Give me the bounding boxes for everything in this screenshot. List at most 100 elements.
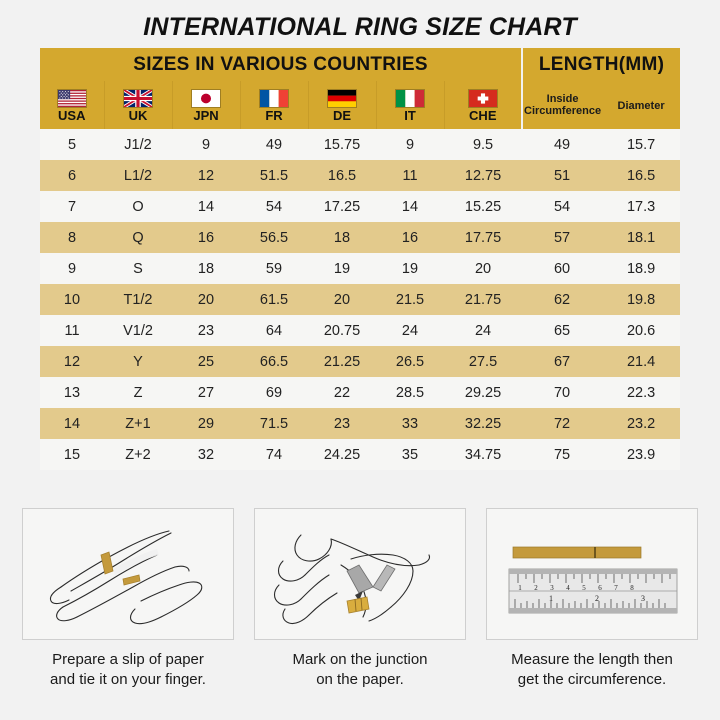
cell-jpn: 25 [172, 346, 240, 377]
cell-fr: 69 [240, 377, 308, 408]
cell-circumference: 67 [522, 346, 603, 377]
caption-line-2: and tie it on your finger. [50, 671, 206, 688]
cell-de: 21.25 [308, 346, 376, 377]
cell-usa: 7 [40, 191, 104, 222]
cell-che: 15.25 [444, 191, 523, 222]
cell-che: 20 [444, 253, 523, 284]
column-header-fr: FR [240, 81, 309, 129]
instruction-step-2: Mark on the junction on the paper. [253, 508, 467, 690]
cell-jpn: 14 [172, 191, 240, 222]
cell-de: 18 [308, 222, 376, 253]
caption-line-2: get the circumference. [517, 671, 667, 688]
cell-it: 9 [376, 129, 444, 160]
table-row: 8 Q 16 56.5 18 16 17.75 57 18.1 [40, 222, 681, 253]
cell-che: 24 [444, 315, 523, 346]
cell-usa: 8 [40, 222, 104, 253]
cell-diameter: 19.8 [602, 284, 681, 315]
cell-jpn: 20 [172, 284, 240, 315]
flag-germany-icon [327, 88, 357, 108]
cell-circumference: 51 [522, 160, 603, 191]
cell-diameter: 18.9 [602, 253, 681, 284]
cell-diameter: 23.9 [602, 439, 681, 470]
cell-diameter: 15.7 [602, 129, 681, 160]
cell-uk: O [104, 191, 172, 222]
cell-uk: Z+2 [104, 439, 172, 470]
diameter-label: Diameter [617, 100, 665, 112]
table-row: 10 T1/2 20 61.5 20 21.5 21.75 62 19.8 [40, 284, 681, 315]
column-header-uk: UK [104, 81, 173, 129]
cell-usa: 11 [40, 315, 104, 346]
cell-jpn: 27 [172, 377, 240, 408]
cell-usa: 6 [40, 160, 104, 191]
circumference-label-line1: Inside [546, 93, 579, 105]
hand-with-paper-strip-illustration [22, 508, 234, 640]
cell-fr: 61.5 [240, 284, 308, 315]
column-label-jpn: JPN [193, 107, 219, 123]
ring-size-table: SIZES IN VARIOUS COUNTRIES LENGTH(MM) [40, 48, 681, 470]
cell-usa: 15 [40, 439, 104, 470]
table-row: 6 L1/2 12 51.5 16.5 11 12.75 51 16.5 [40, 160, 681, 191]
column-label-usa: USA [58, 107, 86, 123]
cell-che: 12.75 [444, 160, 523, 191]
cell-circumference: 72 [522, 408, 603, 439]
column-header-diameter: Diameter [602, 81, 681, 129]
table-row: 14 Z+1 29 71.5 23 33 32.25 72 23.2 [40, 408, 681, 439]
column-header-inside-circumference: Inside Circumference [522, 81, 603, 129]
cell-diameter: 22.3 [602, 377, 681, 408]
cell-circumference: 70 [522, 377, 603, 408]
hand-marking-paper-with-pen-illustration [254, 508, 466, 640]
cell-fr: 54 [240, 191, 308, 222]
caption-line-1: Prepare a slip of paper [52, 651, 204, 668]
page-title: INTERNATIONAL RING SIZE CHART [143, 13, 577, 41]
cell-diameter: 20.6 [602, 315, 681, 346]
column-label-che: CHE [469, 107, 497, 123]
svg-text:6: 6 [598, 584, 602, 592]
cell-usa: 13 [40, 377, 104, 408]
cell-it: 35 [376, 439, 444, 470]
svg-text:8: 8 [630, 584, 634, 592]
cell-circumference: 60 [522, 253, 603, 284]
table-row: 13 Z 27 69 22 28.5 29.25 70 22.3 [40, 377, 681, 408]
cell-uk: J1/2 [104, 129, 172, 160]
cell-de: 20 [308, 284, 376, 315]
column-header-che: CHE [444, 81, 524, 129]
table-column-header-row: USA UK [40, 81, 681, 129]
cell-fr: 49 [240, 129, 308, 160]
flag-italy-icon [395, 88, 425, 108]
cell-de: 23 [308, 408, 376, 439]
cell-circumference: 75 [522, 439, 603, 470]
instruction-caption-1: Prepare a slip of paper and tie it on yo… [50, 650, 206, 690]
cell-it: 16 [376, 222, 444, 253]
cell-de: 22 [308, 377, 376, 408]
cell-it: 28.5 [376, 377, 444, 408]
cell-che: 27.5 [444, 346, 523, 377]
column-label-fr: FR [265, 107, 283, 123]
svg-text:7: 7 [614, 584, 618, 592]
caption-line-1: Measure the length then [511, 651, 673, 668]
cell-fr: 74 [240, 439, 308, 470]
cell-che: 32.25 [444, 408, 523, 439]
cell-fr: 64 [240, 315, 308, 346]
paper-strip-and-ruler-illustration: 1 2 3 4 5 6 7 8 [486, 508, 698, 640]
instruction-step-1: Prepare a slip of paper and tie it on yo… [21, 508, 235, 690]
circumference-label-line2: Circumference [524, 105, 602, 117]
cell-it: 14 [376, 191, 444, 222]
cell-fr: 59 [240, 253, 308, 284]
flag-france-icon [259, 88, 289, 108]
instructions-section: Prepare a slip of paper and tie it on yo… [0, 508, 720, 690]
cell-jpn: 29 [172, 408, 240, 439]
column-header-jpn: JPN [172, 81, 241, 129]
cell-it: 24 [376, 315, 444, 346]
cell-diameter: 23.2 [602, 408, 681, 439]
cell-usa: 12 [40, 346, 104, 377]
cell-de: 19 [308, 253, 376, 284]
cell-uk: Z+1 [104, 408, 172, 439]
cell-it: 11 [376, 160, 444, 191]
cell-de: 24.25 [308, 439, 376, 470]
cell-uk: T1/2 [104, 284, 172, 315]
svg-text:3: 3 [550, 584, 554, 592]
column-label-uk: UK [128, 107, 148, 123]
group-header-length: LENGTH(MM) [522, 48, 681, 81]
cell-fr: 51.5 [240, 160, 308, 191]
cell-circumference: 65 [522, 315, 603, 346]
